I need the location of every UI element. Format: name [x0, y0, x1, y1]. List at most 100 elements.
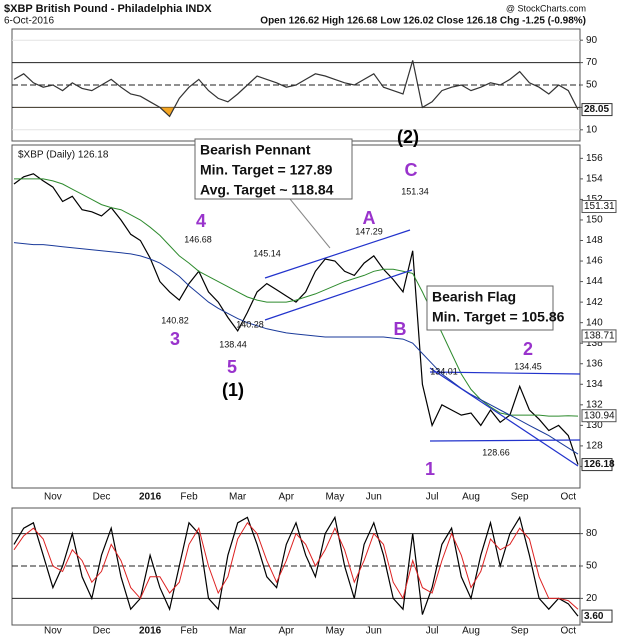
channel-line [429, 367, 579, 467]
pennant-line [264, 269, 413, 321]
x-tick-label: Jun [366, 492, 382, 503]
price-label: 140.82 [161, 315, 189, 325]
y-tick-label: 70 [586, 57, 598, 68]
wave-label: 3 [170, 329, 180, 349]
annotation: Bearish Pennant [200, 142, 311, 158]
value-label: 130.94 [584, 410, 615, 421]
pointer [289, 198, 331, 249]
value-label-box [581, 103, 613, 117]
series-line [13, 173, 579, 465]
value-label: 3.60 [584, 611, 604, 622]
panel: 103050709028.05 [11, 28, 613, 142]
pennant-box [194, 138, 353, 200]
x-tick-label: Mar [229, 626, 247, 637]
quote: Open 126.62 High 126.68 Low 126.02 Close… [260, 16, 586, 27]
x-tick-label: Jul [426, 626, 439, 637]
annotation: Min. Target = 105.86 [432, 309, 565, 325]
value-label-box [581, 458, 613, 472]
wave-label: 1 [425, 459, 435, 479]
price-label: 128.66 [482, 447, 510, 457]
series-line [13, 521, 579, 610]
annotation: Min. Target = 127.89 [200, 162, 333, 178]
value-label: 151.31 [584, 201, 615, 212]
x-tick-label: Apr [278, 492, 294, 503]
value-label-box [581, 329, 617, 343]
x-tick-label: Jun [366, 626, 382, 637]
x-tick-label: May [325, 492, 344, 503]
flag-line [429, 439, 581, 442]
x-tick-label: Dec [93, 492, 111, 503]
annotation: Avg. Target ~ 118.84 [200, 182, 334, 198]
x-tick-label: Nov [44, 492, 62, 503]
value-label-box [581, 609, 613, 623]
source: @ StockCharts.com [506, 3, 586, 13]
value-label: 28.05 [584, 104, 609, 115]
price-label: 146.68 [184, 234, 212, 244]
x-tick-label: Aug [462, 626, 480, 637]
price-label: 147.29 [355, 226, 383, 236]
wave-label: 2 [523, 339, 533, 359]
series-line [13, 242, 579, 455]
y-tick-label: 152 [586, 194, 603, 205]
value-label: 126.18 [584, 459, 615, 470]
y-tick-label: 50 [586, 80, 598, 91]
legend-label: $XBP (Daily) 126.18 [18, 150, 109, 161]
x-tick-label: Dec [93, 626, 111, 637]
wave-label: 4 [196, 211, 206, 231]
x-tick-label: Oct [560, 626, 576, 637]
x-tick-label: Sep [511, 492, 529, 503]
chart-date: 6-Oct-2016 [4, 16, 54, 27]
y-tick-label: 142 [586, 297, 603, 308]
wave-label: (2) [397, 127, 419, 147]
x-tick-label: May [325, 626, 344, 637]
y-tick-label: 134 [586, 379, 603, 390]
wave-label: C [405, 160, 418, 180]
y-tick-label: 50 [586, 561, 598, 572]
wave-label: 5 [227, 357, 237, 377]
y-tick-label: 90 [586, 35, 598, 46]
x-tick-label: Mar [229, 492, 247, 503]
series-line [13, 60, 579, 118]
y-tick-label: 148 [586, 235, 603, 246]
y-tick-label: 20 [586, 593, 598, 604]
price-label: 140.28 [236, 319, 264, 329]
x-tick-label: Sep [511, 626, 529, 637]
wave-label: A [363, 208, 376, 228]
y-tick-label: 132 [586, 399, 603, 410]
x-tick-label: Feb [180, 492, 198, 503]
series-line [13, 515, 579, 617]
x-tick-label: Feb [180, 626, 198, 637]
y-tick-label: 10 [586, 124, 598, 135]
wave-label: (1) [222, 380, 244, 400]
y-tick-label: 136 [586, 358, 603, 369]
y-tick-label: 80 [586, 528, 598, 539]
y-tick-label: 140 [586, 317, 603, 328]
y-tick-label: 150 [586, 215, 603, 226]
y-tick-label: 154 [586, 174, 603, 185]
x-tick-label: Jul [426, 492, 439, 503]
flag-line [429, 371, 581, 375]
x-tick-label: Nov [44, 626, 62, 637]
panel: 20 50 80 3.60 [11, 507, 613, 626]
y-tick-label: 128 [586, 441, 603, 452]
pennant-line [264, 229, 411, 279]
x-tick-label: Aug [462, 492, 480, 503]
flag-box [426, 285, 554, 331]
price-label: 151.34 [401, 186, 429, 196]
y-tick-label: 138 [586, 338, 603, 349]
x-tick-label: Oct [560, 492, 576, 503]
value-label-box [581, 200, 617, 214]
chart-title: $XBP British Pound - Philadelphia INDX [4, 3, 212, 15]
y-tick-label: 144 [586, 276, 603, 287]
y-tick-label: 156 [586, 153, 603, 164]
y-tick-label: 146 [586, 256, 603, 267]
x-tick-label: 2016 [139, 492, 162, 503]
price-label: 134.45 [514, 361, 542, 371]
price-label: 134.01 [430, 366, 458, 376]
annotations: Bearish Pennant Min. Target = 127.89 Avg… [18, 127, 581, 479]
panels: 103050709028.051261281301321341361381401… [11, 28, 617, 637]
value-label-box [581, 409, 617, 423]
value-label: 138.71 [584, 331, 615, 342]
wave-label: B [394, 319, 407, 339]
